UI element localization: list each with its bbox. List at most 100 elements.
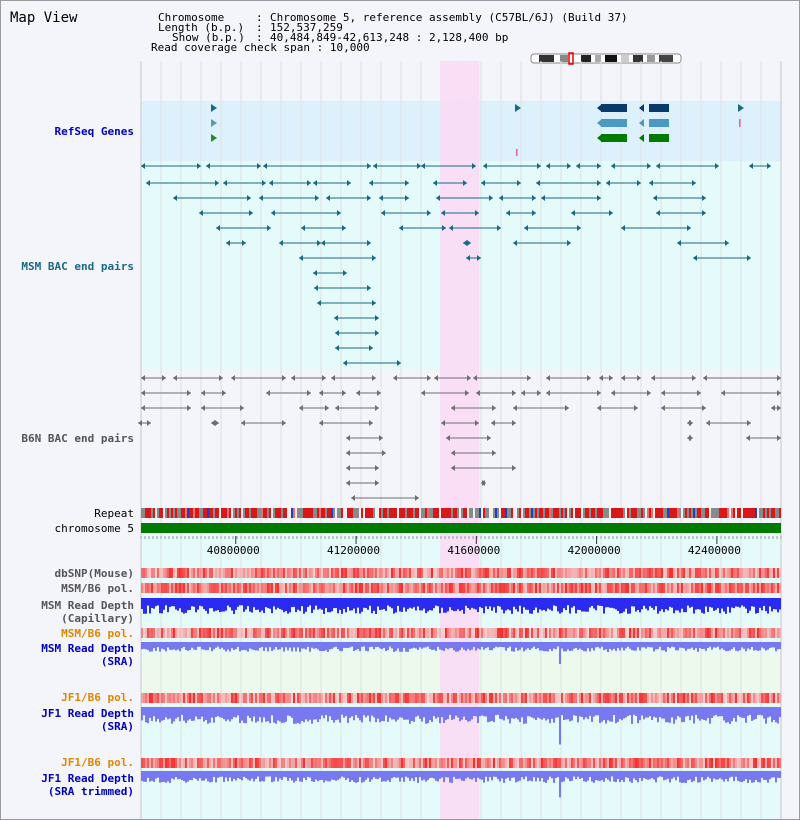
track-label-jf1-pol-1[interactable]: JF1/B6 pol. — [61, 691, 134, 704]
jf1-sra-depth-bar — [779, 707, 781, 718]
jf1-pol-1-cell — [213, 693, 215, 703]
jf1-pol-1-cell — [189, 693, 191, 703]
track-label-msm-pol-2[interactable]: MSM/B6 pol. — [61, 627, 134, 640]
dbsnp-cell — [661, 568, 663, 578]
msm-pol-2-cell — [675, 628, 677, 638]
track-label-jf1-pol-2[interactable]: JF1/B6 pol. — [61, 756, 134, 769]
track-label-jf1-depth-sra[interactable]: JF1 Read Depth (SRA) — [41, 707, 134, 733]
msm-sra-depth-bar — [385, 642, 387, 652]
repeat-block — [679, 508, 681, 518]
repeat-block — [183, 508, 185, 518]
repeat-block — [365, 508, 367, 518]
jf1-sra-depth-bar — [723, 707, 725, 721]
msm-pol-2-cell — [593, 628, 595, 638]
jf1-pol-2-cell — [571, 758, 573, 768]
jf1-sra-depth-bar — [339, 707, 341, 723]
dbsnp-cell — [425, 568, 427, 578]
show-key: Show (b.p.) — [172, 31, 245, 44]
msm-sra-depth-bar — [593, 642, 595, 651]
track-label-msm-bac[interactable]: MSM BAC end pairs — [21, 260, 134, 273]
jf1-pol-1-cell — [443, 693, 445, 703]
jf1-pol-1-cell — [469, 693, 471, 703]
msm-sra-depth-bar — [445, 642, 447, 649]
repeat-block — [759, 508, 761, 518]
msm-pol-1-cell — [503, 583, 505, 593]
jf1-sra-depth-bar — [381, 707, 383, 721]
jf1-trimmed-depth-bar — [249, 771, 251, 781]
msm-bac-pair-right-end — [475, 210, 479, 216]
msm-capillary-depth-bar — [335, 598, 337, 609]
msm-sra-depth-bar — [761, 642, 763, 648]
dbsnp-cell — [493, 568, 495, 578]
msm-pol-2-cell — [153, 628, 155, 638]
msm-pol-2-cell — [357, 628, 359, 638]
jf1-sra-depth-bar — [239, 707, 241, 724]
track-label-msm-pol-1[interactable]: MSM/B6 pol. — [61, 582, 134, 595]
dbsnp-cell — [447, 568, 449, 578]
repeat-block — [207, 508, 209, 518]
track-label-refseq[interactable]: RefSeq Genes — [54, 125, 134, 138]
jf1-sra-depth-bar — [635, 707, 637, 716]
dbsnp-cell — [489, 568, 491, 578]
msm-pol-1-cell — [689, 583, 691, 593]
msm-sra-depth-bar — [739, 642, 741, 651]
msm-pol-2-cell — [441, 628, 443, 638]
msm-pol-1-cell — [605, 583, 607, 593]
jf1-pol-1-cell — [535, 693, 537, 703]
b6n-bac-pair-right-end — [492, 405, 496, 411]
jf1-trimmed-depth-bar — [277, 771, 279, 782]
dbsnp-cell — [191, 568, 193, 578]
track-label-msm-depth-sra[interactable]: MSM Read Depth (SRA) — [41, 642, 134, 668]
msm-pol-2-cell — [335, 628, 337, 638]
msm-pol-1-cell — [231, 583, 233, 593]
msm-capillary-depth-bar — [779, 598, 781, 610]
msm-sra-depth-bar — [321, 642, 323, 652]
msm-bac-pair-right-end — [369, 345, 373, 351]
repeat-block — [319, 508, 321, 518]
dbsnp-cell — [541, 568, 543, 578]
jf1-pol-1-cell — [293, 693, 295, 703]
jf1-sra-depth-bar — [665, 707, 667, 723]
repeat-block — [219, 508, 221, 518]
jf1-pol-1-cell — [225, 693, 227, 703]
chromosome-ideogram[interactable] — [529, 51, 685, 67]
dbsnp-cell — [549, 568, 551, 578]
jf1-sra-depth-bar — [233, 707, 235, 717]
jf1-sra-depth-bar — [245, 707, 247, 724]
jf1-trimmed-depth-bar — [525, 771, 527, 777]
repeat-block — [433, 508, 435, 518]
track-label-msm-depth-capillary[interactable]: MSM Read Depth (Capillary) — [41, 599, 134, 625]
jf1-sra-depth-bar — [221, 707, 223, 718]
repeat-block — [593, 508, 595, 518]
dbsnp-cell — [697, 568, 699, 578]
msm-bac-pair-left-end — [279, 240, 283, 246]
msm-bac-pair-left-end — [399, 225, 403, 231]
msm-capillary-depth-bar — [409, 598, 411, 608]
jf1-pol-2-cell — [719, 758, 721, 768]
msm-sra-depth-bar — [409, 642, 411, 649]
msm-capillary-depth-bar — [691, 598, 693, 607]
repeat-block — [367, 508, 369, 518]
jf1-trimmed-depth-bar — [637, 771, 639, 783]
msm-pol-1-cell — [731, 583, 733, 593]
dbsnp-cell — [647, 568, 649, 578]
msm-sra-depth-bar — [173, 642, 175, 650]
track-label-jf1-depth-trimmed[interactable]: JF1 Read Depth (SRA trimmed) — [41, 772, 134, 798]
msm-sra-depth-bar — [525, 642, 527, 650]
msm-pol-2-cell — [439, 628, 441, 638]
msm-sra-depth-bar — [747, 642, 749, 649]
jf1-trimmed-depth-bar — [157, 771, 159, 778]
jf1-trimmed-depth-bar — [663, 771, 665, 781]
jf1-trimmed-depth-bar — [497, 771, 499, 780]
dbsnp-cell — [251, 568, 253, 578]
jf1-pol-2-cell — [591, 758, 593, 768]
msm-sra-depth-bar — [255, 642, 257, 651]
jf1-pol-2-cell — [521, 758, 523, 768]
track-label-b6n-bac[interactable]: B6N BAC end pairs — [21, 432, 134, 445]
track-label-dbsnp[interactable]: dbSNP(Mouse) — [54, 567, 134, 580]
dbsnp-cell — [471, 568, 473, 578]
msm-pol-1-cell — [681, 583, 683, 593]
msm-sra-depth-bar — [731, 642, 733, 650]
jf1-pol-2-cell — [757, 758, 759, 768]
